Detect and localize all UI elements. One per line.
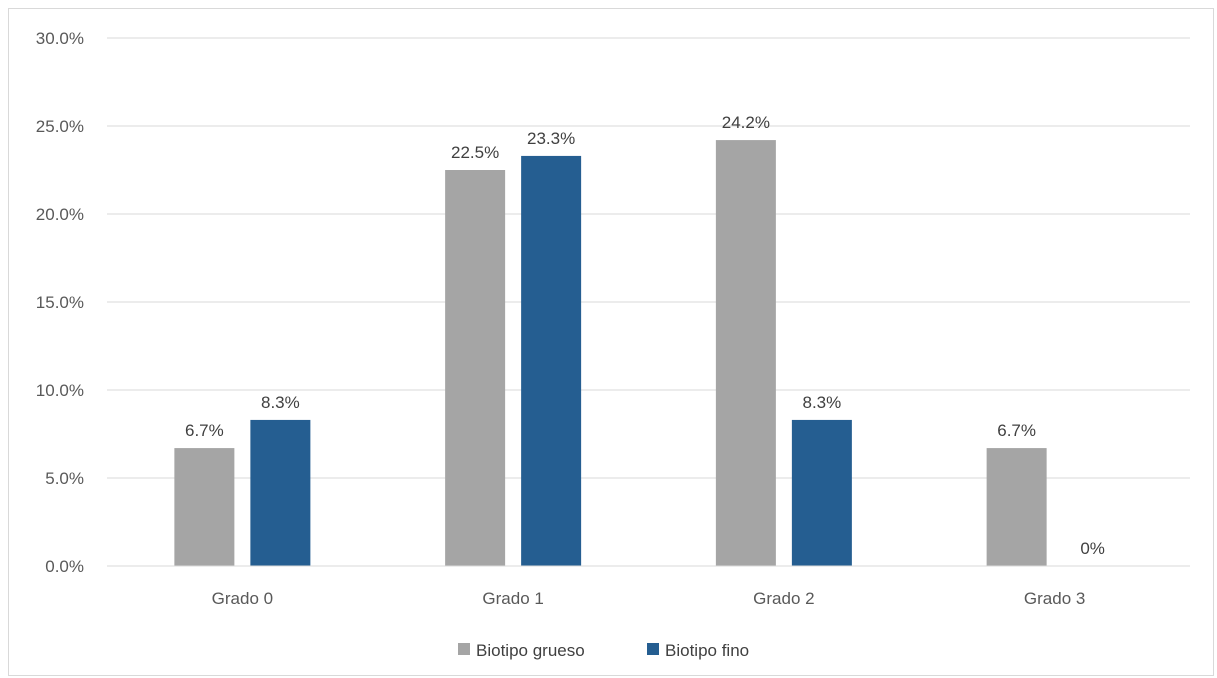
x-tick-label: Grado 1 [482, 589, 543, 608]
bar [174, 448, 235, 566]
data-label: 24.2% [722, 113, 770, 132]
data-label: 23.3% [527, 129, 575, 148]
legend-swatch [647, 643, 659, 655]
data-label: 8.3% [261, 393, 300, 412]
data-label: 0% [1080, 539, 1105, 558]
bar [986, 448, 1047, 566]
data-label: 6.7% [997, 421, 1036, 440]
bar [715, 140, 776, 566]
data-label: 6.7% [185, 421, 224, 440]
y-tick-label: 30.0% [36, 29, 84, 48]
y-tick-label: 25.0% [36, 117, 84, 136]
x-tick-label: Grado 2 [753, 589, 814, 608]
y-tick-label: 15.0% [36, 293, 84, 312]
y-tick-label: 10.0% [36, 381, 84, 400]
legend-label: Biotipo fino [665, 641, 749, 660]
y-tick-label: 20.0% [36, 205, 84, 224]
legend-swatch [458, 643, 470, 655]
legend-label: Biotipo grueso [476, 641, 585, 660]
bar [521, 155, 582, 567]
y-tick-label: 5.0% [45, 469, 84, 488]
bar [250, 419, 311, 566]
x-tick-label: Grado 0 [212, 589, 273, 608]
data-label: 22.5% [451, 143, 499, 162]
y-tick-label: 0.0% [45, 557, 84, 576]
data-label: 8.3% [803, 393, 842, 412]
x-tick-label: Grado 3 [1024, 589, 1085, 608]
bar [445, 170, 506, 566]
bar [791, 419, 852, 566]
